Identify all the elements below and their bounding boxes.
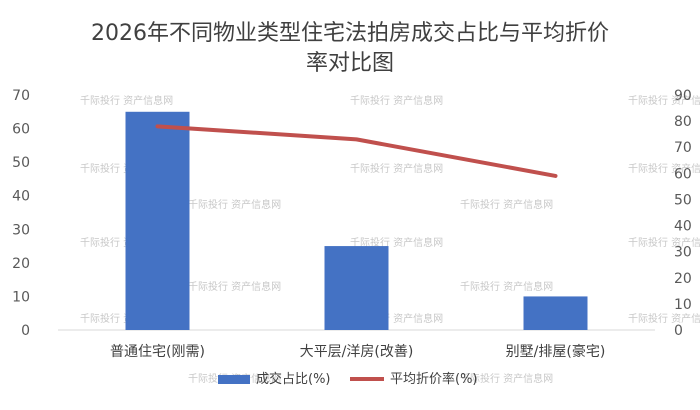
y-left-tick-label: 60 (12, 122, 30, 138)
watermark-text: 千际投行 资产信息网 (460, 198, 553, 211)
watermark-text: 千际投行 资产信息网 (628, 94, 700, 107)
watermark-text: 千际投行 资产信息网 (460, 372, 553, 385)
y-left-tick-label: 10 (12, 289, 30, 305)
x-tick-label: 大平层/洋房(改善) (300, 344, 414, 360)
watermark-text: 千际投行 资产信息网 (628, 312, 700, 325)
y-right-tick-label: 60 (674, 166, 692, 182)
bar-1 (125, 111, 190, 331)
y-right-tick-label: 10 (674, 297, 692, 313)
watermark-text: 千际投行 资产信息网 (350, 236, 443, 249)
y-right-tick-label: 20 (674, 271, 692, 287)
legend-label-line: 平均折价率(%) (390, 371, 478, 387)
legend-label-bar: 成交占比(%) (256, 371, 331, 387)
y-right-tick-label: 80 (674, 114, 692, 130)
watermark-text: 千际投行 资产信息网 (628, 236, 700, 249)
legend-swatch-bar (218, 375, 250, 384)
y-right-tick-label: 0 (674, 323, 683, 339)
watermark-text: 千际投行 资产信息网 (350, 162, 443, 175)
chart-title-line-2: 率对比图 (306, 51, 394, 76)
bar-2 (324, 246, 389, 330)
chart-title-line-1: 2026年不同物业类型住宅法拍房成交占比与平均折价 (91, 21, 609, 46)
y-left-tick-label: 30 (12, 222, 30, 238)
line-series (155, 124, 558, 178)
y-left-tick-label: 40 (12, 189, 30, 205)
watermark-text: 千际投行 资产信息网 (188, 280, 281, 293)
x-tick-label: 普通住宅(刚需) (110, 344, 205, 360)
x-axis-labels: 普通住宅(刚需) 大平层/洋房(改善) 别墅/排屋(豪宅) (110, 344, 605, 360)
y-left-tick-label: 50 (12, 155, 30, 171)
y-right-tick-label: 90 (674, 88, 692, 104)
y-left-tick-label: 0 (21, 323, 30, 339)
watermark-text: 千际投行 资产信息网 (350, 94, 443, 107)
watermark-text: 千际投行 资产信息网 (628, 162, 700, 175)
watermark-text: 千际投行 资产信息网 (80, 94, 173, 107)
bar-series (125, 111, 588, 331)
y-right-tick-label: 70 (674, 140, 692, 156)
y-right-tick-label: 50 (674, 192, 692, 208)
y-right-tick-label: 30 (674, 245, 692, 261)
watermark-text: 千际投行 资产信息网 (460, 280, 553, 293)
y-left-tick-label: 20 (12, 256, 30, 272)
watermark-text: 千际投行 资产信息网 (188, 198, 281, 211)
legend: 成交占比(%) 平均折价率(%) (218, 371, 478, 387)
x-tick-label: 别墅/排屋(豪宅) (506, 344, 606, 360)
y-right-tick-label: 40 (674, 219, 692, 235)
bar-3 (523, 296, 588, 330)
y-left-tick-label: 70 (12, 88, 30, 104)
